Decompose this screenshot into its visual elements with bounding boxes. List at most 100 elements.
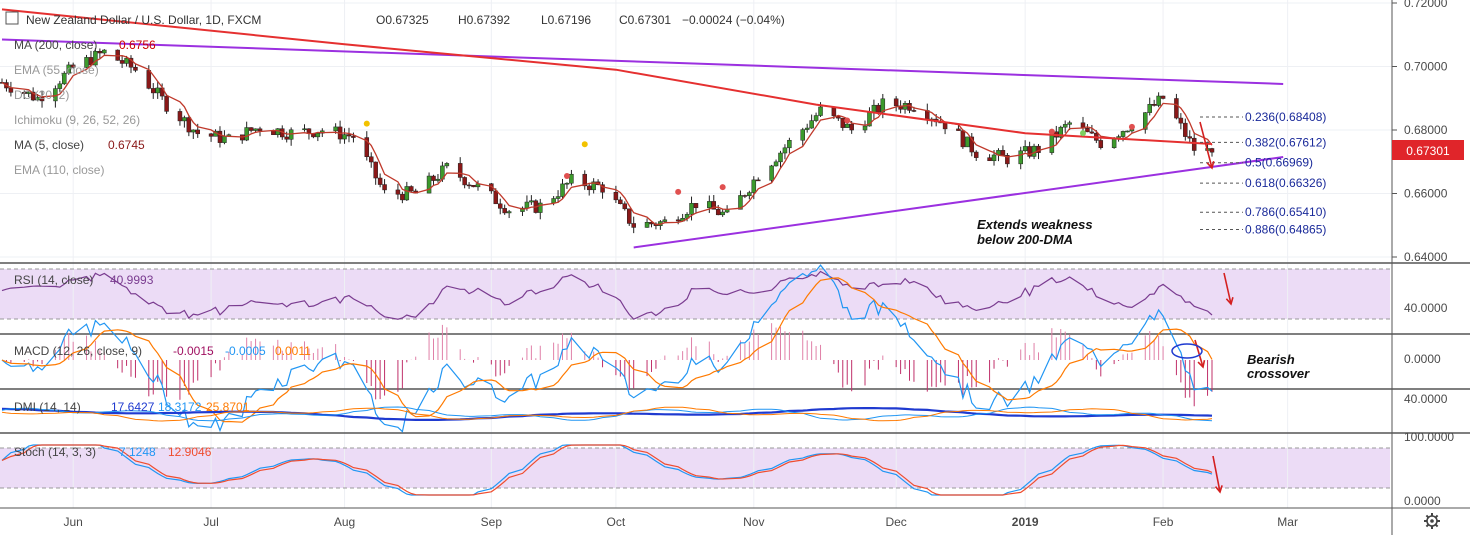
x-tick-label: Jul (203, 515, 218, 529)
candle-body (1111, 137, 1117, 148)
signal-dot (1128, 123, 1135, 130)
candle-body (991, 154, 997, 162)
dmi-label: DMI (14, 14) (14, 400, 81, 414)
candle-body (271, 130, 276, 135)
candle-body (248, 127, 254, 131)
candle-body (538, 202, 543, 213)
candle-body (128, 57, 134, 68)
candle-body (8, 87, 14, 93)
annotation-weakness-2: below 200-DMA (977, 232, 1073, 247)
candle-body (1062, 124, 1068, 128)
candle-body (1187, 136, 1193, 139)
dmi-plus-line (1, 406, 1213, 422)
candle-body (564, 182, 570, 185)
candle-body (346, 134, 352, 137)
candle-body (84, 57, 89, 68)
candle-body (622, 203, 628, 210)
candle-body (586, 185, 592, 191)
candle-body (1067, 122, 1072, 125)
y-tick-label: 0.70000 (1404, 60, 1448, 74)
price-badge-bg (1392, 140, 1464, 160)
candle-body (119, 60, 125, 64)
candle-body (257, 128, 263, 131)
y-tick-label: 0.72000 (1404, 0, 1448, 10)
moving-averages (1, 8, 1213, 226)
macd-value-3: 0.0011 (275, 344, 311, 358)
candle-body (742, 195, 748, 197)
candle-body (377, 177, 383, 185)
candle-body (502, 208, 507, 214)
rsi-pane (1, 270, 1213, 320)
candle-body (146, 70, 152, 89)
candle-body (133, 66, 138, 71)
macd-label: MACD (12, 26, close, 9) (14, 344, 142, 358)
candle-body (182, 117, 187, 122)
header: New Zealand Dollar / U.S. Dollar, 1D, FX… (5, 11, 785, 27)
candle-body (804, 127, 810, 130)
candle-body (626, 208, 632, 224)
rsi-line (1, 270, 1213, 320)
x-tick-label: Feb (1153, 515, 1174, 529)
candle-body (662, 219, 668, 222)
candle-body (30, 91, 36, 101)
candle-body (93, 51, 98, 66)
candle-body (431, 175, 436, 181)
candle-body (520, 207, 525, 212)
candle-body (524, 201, 530, 209)
macd-axis-tick: 0.0000 (1404, 352, 1441, 366)
candle-body (66, 64, 71, 74)
candle-body (969, 136, 975, 153)
ohlc-low: L0.67196 (541, 13, 591, 27)
candle-body (191, 129, 196, 133)
legend-ma5: MA (5, close) (14, 138, 84, 152)
candle-body (849, 123, 854, 131)
candle-body (409, 186, 414, 192)
rsi-label: RSI (14, close) (14, 273, 93, 287)
fibonacci-levels: 0.236(0.68408) 0.382(0.67612) 0.5(0.66969)… (1200, 110, 1326, 237)
gear-icon[interactable] (1424, 513, 1440, 529)
candle-body (715, 209, 721, 216)
candle-body (253, 128, 258, 131)
x-tick-label: Nov (743, 515, 764, 529)
candle-body (1125, 130, 1130, 133)
stoch-value-2: 12.9046 (168, 445, 212, 459)
stoch-d-line (1, 444, 1213, 496)
signal-dot (675, 188, 682, 195)
y-tick-label: 0.68000 (1404, 123, 1448, 137)
candle-body (711, 201, 717, 210)
candle-body (1178, 117, 1184, 124)
candle-body (284, 136, 289, 140)
stoch-axis-tick-top: 100.0000 (1404, 430, 1454, 444)
red-arrow-head (1214, 485, 1223, 494)
candle-body (466, 184, 472, 187)
candle-body (382, 184, 387, 191)
candle-body (756, 179, 761, 182)
upper-trendline (1, 38, 1284, 85)
candle-body (1000, 150, 1006, 156)
red-arrow-shaft (1223, 272, 1232, 305)
oscillator-bands (0, 269, 1390, 488)
candle-body (497, 203, 503, 209)
candle-body (364, 137, 370, 157)
candle-body (800, 129, 805, 141)
candle-body (164, 95, 169, 112)
x-tick-label: Oct (607, 515, 626, 529)
legend-ma200: MA (200, close) (14, 38, 97, 52)
y-tick-label: 0.66000 (1404, 187, 1448, 201)
annotation-bearish-1: Bearish (1247, 352, 1295, 367)
candle-body (613, 192, 619, 201)
candle-body (738, 195, 743, 210)
dmi-axis-tick: 40.0000 (1404, 392, 1448, 406)
candle-body (506, 211, 512, 214)
stoch-band (0, 448, 1390, 488)
trendlines (1, 38, 1284, 249)
fib-label: 0.786(0.65410) (1245, 205, 1326, 219)
candle-body (747, 192, 752, 197)
candle-body (315, 133, 321, 138)
macd-value-1: -0.0015 (173, 344, 214, 358)
candle-body (124, 57, 129, 64)
candle-body (862, 125, 868, 131)
fib-label: 0.236(0.68408) (1245, 110, 1326, 124)
